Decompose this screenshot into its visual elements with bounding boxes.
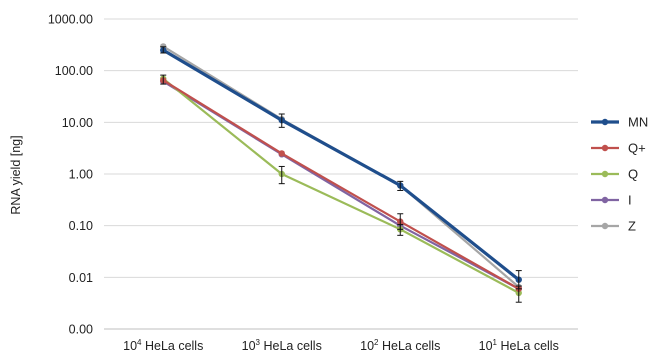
- x-tick-suffix: HeLa cells: [497, 339, 559, 352]
- x-tick-base: 10: [360, 339, 374, 352]
- x-tick-label: 104 HeLa cells: [123, 338, 203, 352]
- legend-swatch-marker: [601, 144, 609, 152]
- legend-label: I: [628, 193, 632, 208]
- x-tick-exponent: 3: [256, 338, 261, 347]
- y-axis-label: RNA yield [ng]: [9, 135, 23, 214]
- series-group: [160, 43, 522, 303]
- legend-label: Q+: [628, 141, 646, 156]
- x-tick-label: 102 HeLa cells: [360, 338, 440, 352]
- error-bars: [160, 74, 522, 303]
- series-q: [160, 75, 522, 297]
- y-tick-label: 100.00: [55, 64, 93, 78]
- y-axis: 1000.00 100.00 10.00 1.00 0.10 0.01 0.00: [48, 13, 93, 337]
- x-tick-exponent: 4: [137, 338, 142, 347]
- legend-item: Q: [591, 167, 638, 182]
- x-tick-base: 10: [123, 339, 137, 352]
- legend-swatch-marker: [601, 118, 609, 126]
- legend-label: Z: [628, 219, 636, 234]
- legend-label: Q: [628, 167, 638, 182]
- x-tick-exponent: 2: [374, 338, 379, 347]
- legend-label: MN: [628, 115, 648, 130]
- x-tick-suffix: HeLa cells: [379, 339, 441, 352]
- y-tick-label: 0.00: [69, 323, 93, 337]
- legend-swatch-marker: [601, 170, 609, 178]
- series-line: [162, 48, 520, 281]
- x-tick-suffix: HeLa cells: [260, 339, 322, 352]
- series-line: [162, 79, 520, 290]
- legend-swatch-marker: [601, 222, 609, 230]
- series-line: [162, 77, 520, 294]
- legend-swatch-marker: [601, 196, 609, 204]
- x-tick-exponent: 1: [493, 338, 498, 347]
- legend-item: I: [591, 193, 632, 208]
- x-tick-label: 101 HeLa cells: [479, 338, 559, 352]
- y-tick-label: 1000.00: [48, 13, 93, 27]
- error-bars: [160, 46, 522, 290]
- y-tick-label: 0.01: [69, 271, 93, 285]
- legend-item: MN: [591, 115, 648, 130]
- x-tick-suffix: HeLa cells: [142, 339, 204, 352]
- legend-item: Q+: [591, 141, 646, 156]
- x-tick-base: 10: [479, 339, 493, 352]
- x-axis: 104 HeLa cells 103 HeLa cells 102 HeLa cel…: [123, 338, 559, 353]
- y-tick-label: 10.00: [62, 116, 93, 130]
- gridlines: [104, 18, 578, 330]
- y-tick-label: 1.00: [69, 168, 93, 182]
- x-tick-base: 10: [242, 339, 256, 352]
- y-tick-label: 0.10: [69, 219, 93, 233]
- legend: MN Q+ QIZ: [591, 115, 648, 234]
- x-tick-label: 103 HeLa cells: [242, 338, 322, 352]
- legend-item: Z: [591, 219, 636, 234]
- data-point: [278, 150, 285, 157]
- series-mn: [160, 46, 522, 283]
- series-qplus: [160, 77, 522, 292]
